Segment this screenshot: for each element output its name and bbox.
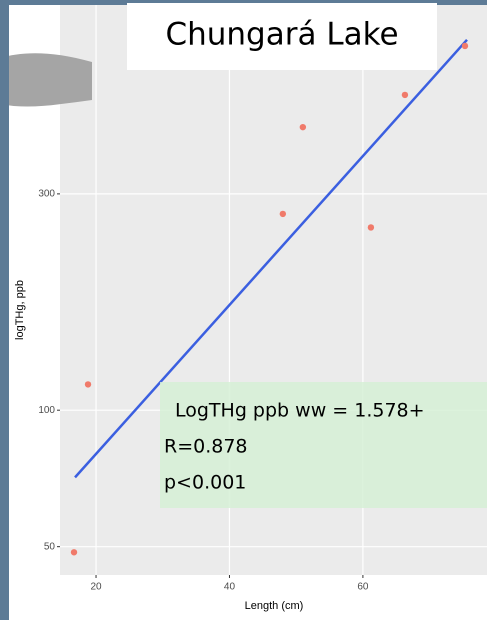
annotation-box [160, 382, 487, 508]
left-border [0, 0, 9, 620]
y-tick-label: 50 [44, 541, 56, 552]
point [367, 224, 375, 231]
point [299, 123, 307, 131]
point [401, 91, 409, 99]
x-axis-title: Length (cm) [245, 600, 304, 612]
top-border [0, 0, 487, 5]
y-tick-label: 100 [38, 405, 55, 416]
fish-image [0, 53, 92, 107]
x-tick-label: 40 [224, 582, 236, 593]
fit-line [74, 39, 468, 479]
point [461, 42, 469, 50]
x-tick-label: 20 [90, 582, 102, 593]
y-tick-label: 300 [38, 189, 55, 200]
point [84, 381, 92, 388]
annotation: R=0.878 [164, 436, 248, 458]
point [279, 210, 287, 218]
marks [70, 39, 469, 556]
chart-title: Chungará Lake [165, 17, 398, 53]
annotation: p<0.001 [164, 472, 246, 494]
x-tick-label: 60 [357, 582, 369, 593]
point [70, 549, 78, 556]
y-axis-title: logTHg, ppb [14, 280, 26, 340]
title-box [127, 3, 437, 70]
annotation: LogTHg ppb ww = 1.578+ [175, 400, 425, 422]
